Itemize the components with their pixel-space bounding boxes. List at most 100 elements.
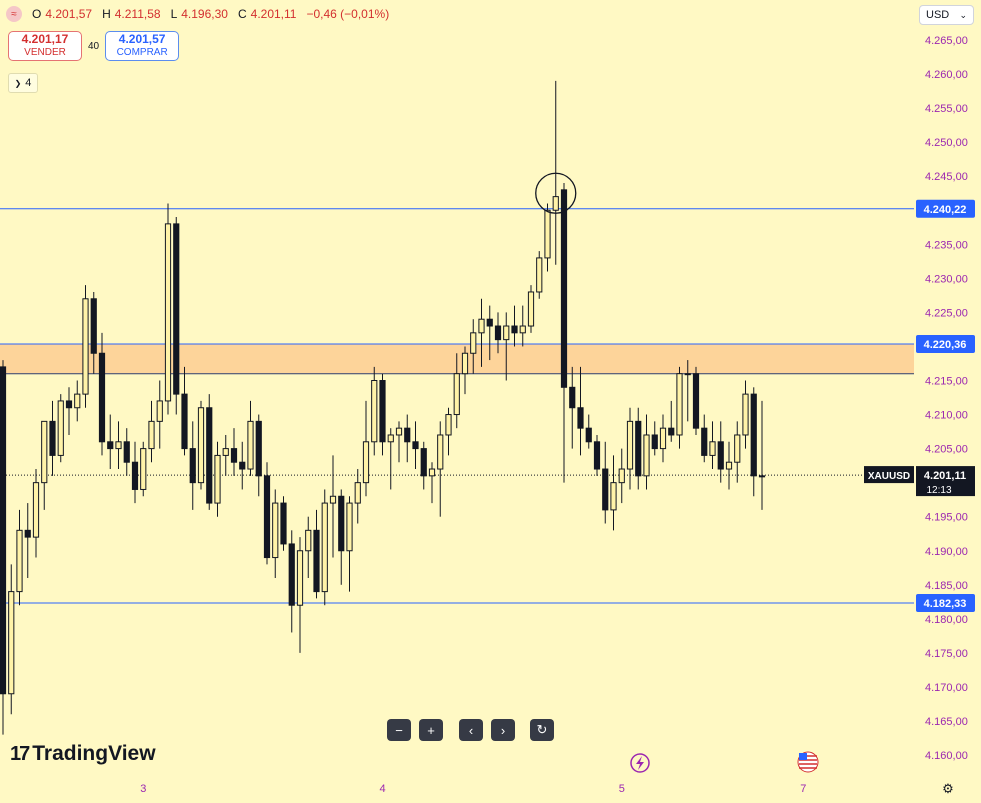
tradingview-logo[interactable]: 17 TradingView <box>10 742 156 766</box>
candle <box>635 407 642 490</box>
price-badge <box>916 199 975 218</box>
candle-body <box>635 420 642 477</box>
candle <box>156 380 163 449</box>
candle <box>585 414 592 449</box>
candle-body <box>280 502 287 545</box>
currency-value: USD <box>926 9 950 21</box>
candle-body <box>288 543 295 606</box>
candle-body <box>230 448 238 463</box>
candle-body <box>577 407 584 429</box>
buy-label: COMPRAR <box>116 47 168 58</box>
candle-body <box>329 495 337 504</box>
price-axis: 4.265,00 4.260,00 4.255,00 4.250,00 4.245,00… <box>925 35 968 762</box>
candle-body <box>362 441 370 484</box>
candle <box>453 353 460 429</box>
candle <box>288 530 295 633</box>
candle-body <box>107 441 114 450</box>
trade-panel: 4.201,17 VENDER 40 4.201,57 COMPRAR <box>8 31 180 61</box>
candle-body <box>371 380 378 443</box>
y-tick-label: 4.190,00 <box>925 546 968 558</box>
candle-body <box>527 291 535 327</box>
candle-body <box>90 298 97 354</box>
y-tick-label: 4.250,00 <box>925 137 968 149</box>
currency-select[interactable]: USD ⌄ <box>919 5 974 25</box>
candle <box>222 434 229 476</box>
candle <box>305 516 312 578</box>
candle-body <box>560 189 568 388</box>
minus-icon: − <box>395 722 403 738</box>
price-badge <box>916 593 975 612</box>
candle <box>24 503 31 578</box>
candle-body <box>123 441 130 463</box>
y-tick-label: 4.265,00 <box>925 35 968 47</box>
candle <box>684 360 691 422</box>
x-tick-label: 5 <box>619 783 625 795</box>
candle-body <box>709 441 716 456</box>
candle <box>371 366 378 456</box>
candle <box>0 360 7 735</box>
us-flag-icon <box>797 751 819 773</box>
chevron-left-icon: ‹ <box>468 722 474 738</box>
x-tick-label: 3 <box>140 783 146 795</box>
sell-price: 4.201,17 <box>21 32 69 46</box>
candle <box>651 421 658 456</box>
gold-icon: ≈ <box>6 6 22 22</box>
candle <box>181 366 188 456</box>
candle <box>437 421 444 517</box>
candle <box>643 414 650 490</box>
sell-button[interactable]: 4.201,17 VENDER <box>8 31 82 61</box>
candle <box>511 305 518 347</box>
candle <box>569 366 576 449</box>
y-tick-label: 4.175,00 <box>925 648 968 660</box>
zoom-in-button[interactable]: + <box>419 719 443 741</box>
candle-body <box>544 209 551 259</box>
candle <box>57 394 64 463</box>
zoom-out-button[interactable]: − <box>387 719 411 741</box>
low-key: L <box>170 7 178 21</box>
candle-body <box>0 366 7 695</box>
candle <box>610 455 617 531</box>
reset-chart-button[interactable]: ↻ <box>530 719 554 741</box>
candle <box>734 421 741 483</box>
scroll-right-button[interactable]: › <box>491 719 515 741</box>
scroll-left-button[interactable]: ‹ <box>459 719 483 741</box>
price-badge-label: 4.240,22 <box>924 204 967 216</box>
candle <box>329 455 337 558</box>
candle-body <box>717 441 724 470</box>
candle-body <box>494 325 502 341</box>
lightning-icon <box>630 753 650 773</box>
reset-icon: ↻ <box>536 722 548 737</box>
candle-body <box>692 373 700 429</box>
candle <box>32 469 40 558</box>
candle <box>618 448 625 504</box>
candle <box>8 564 15 715</box>
buy-button[interactable]: 4.201,57 COMPRAR <box>105 31 180 61</box>
candle-body <box>8 591 15 695</box>
indicators-toggle[interactable]: ❯ 4 <box>8 73 38 93</box>
candle <box>717 421 724 483</box>
annotations <box>535 172 577 214</box>
brand-name: TradingView <box>32 742 156 765</box>
countdown-label: 12:13 <box>926 485 951 496</box>
lightning-icon-ring <box>630 753 650 773</box>
candle-body <box>503 325 510 341</box>
tradingview-mark-icon: 17 <box>10 742 30 765</box>
candle <box>445 407 452 456</box>
candle-body <box>445 414 452 436</box>
candle-body <box>181 393 188 450</box>
candle-body <box>296 550 304 606</box>
x-tick-label: 7 <box>800 783 806 795</box>
candle-body <box>214 454 221 504</box>
candle-body <box>725 461 733 470</box>
gear-icon[interactable]: ⚙ <box>942 781 954 796</box>
candle-body <box>82 298 89 395</box>
candle <box>247 400 254 476</box>
candle-body <box>478 318 485 334</box>
candle-body <box>742 393 749 436</box>
indicators-count: 4 <box>25 77 32 89</box>
candle-body <box>16 529 23 593</box>
candle-body <box>676 373 683 436</box>
candle-body <box>536 257 543 293</box>
y-tick-label: 4.205,00 <box>925 444 968 456</box>
